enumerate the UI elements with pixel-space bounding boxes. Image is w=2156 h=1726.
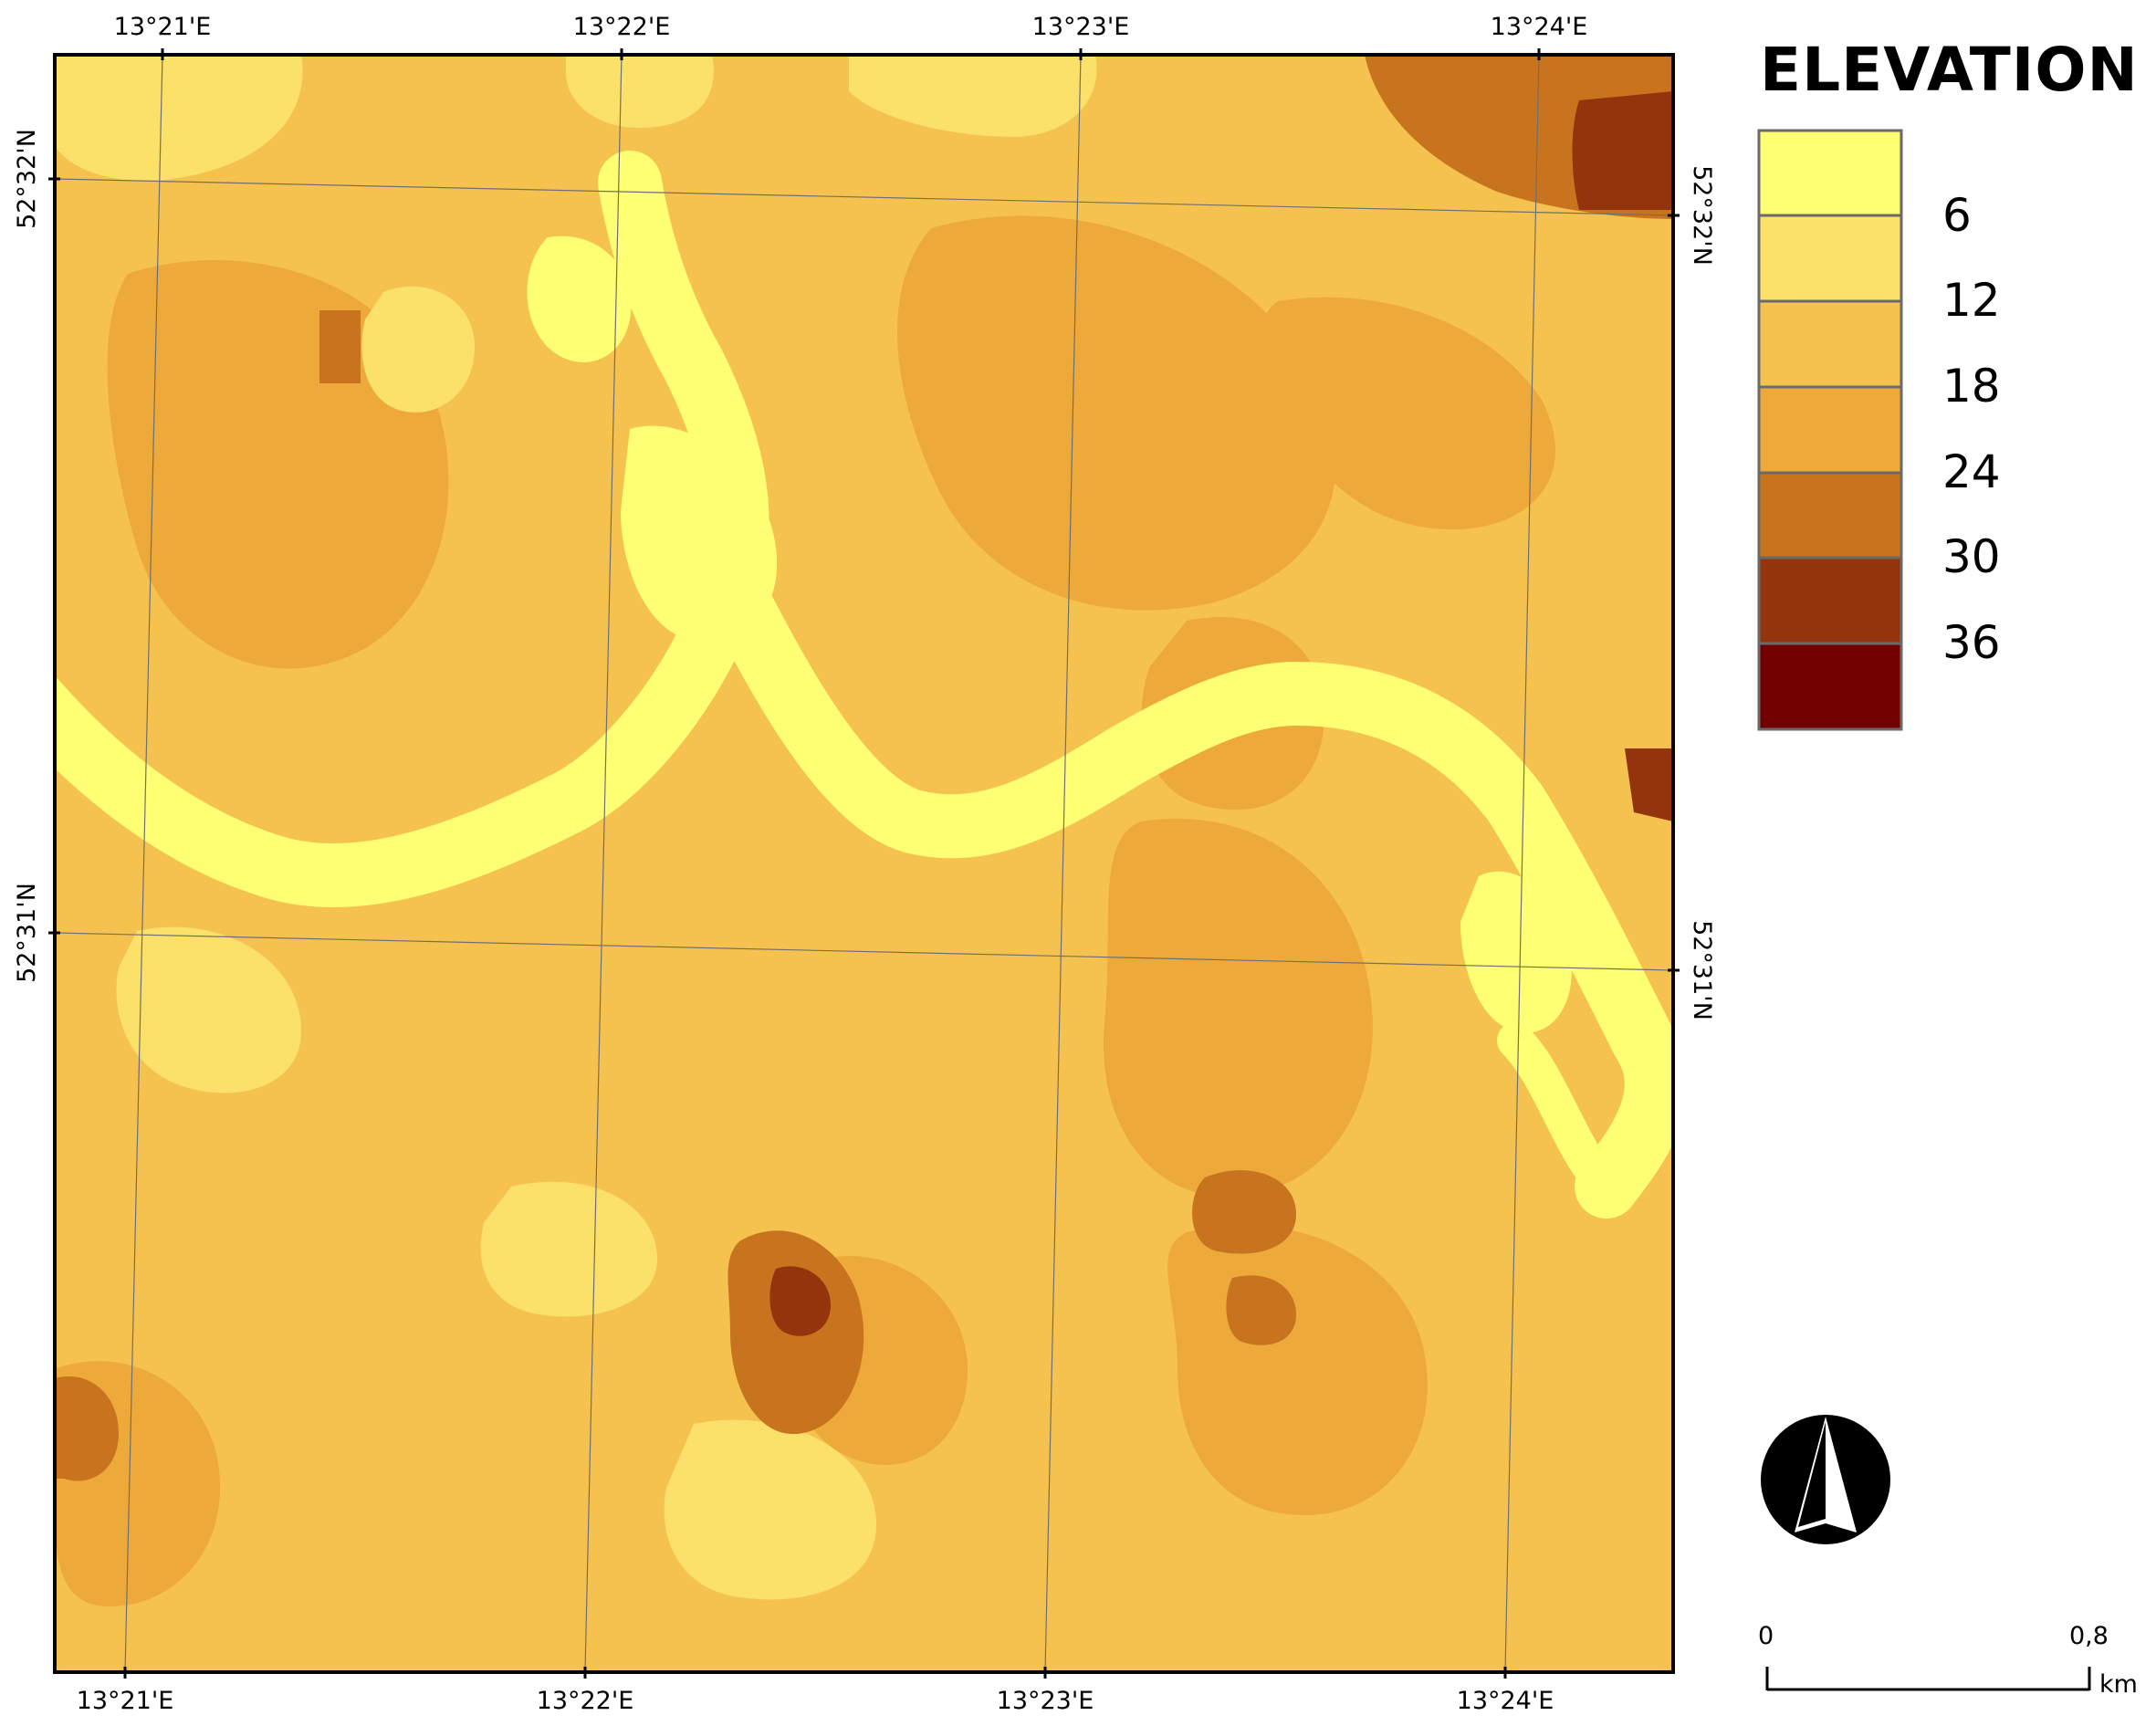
top-lon-label: 13°21'E bbox=[114, 13, 212, 41]
legend-swatch bbox=[1757, 299, 1903, 389]
legend-swatches bbox=[1757, 129, 1903, 731]
legend-label: 12 bbox=[1942, 274, 2001, 327]
map-frame bbox=[53, 53, 1675, 1674]
coordinate-labels: 13°21'E 13°22'E 13°23'E 13°24'E 13°21'E … bbox=[13, 13, 1716, 1715]
bottom-lon-label: 13°21'E bbox=[77, 1687, 174, 1715]
left-lat-label: 52°32'N bbox=[13, 129, 41, 229]
legend-swatch bbox=[1757, 471, 1903, 560]
legend-swatch bbox=[1757, 385, 1903, 475]
legend-swatch bbox=[1757, 556, 1903, 645]
graticule-lines bbox=[55, 55, 1673, 1672]
legend-swatch bbox=[1757, 642, 1903, 731]
scale-unit-label: km bbox=[2099, 1670, 2138, 1699]
top-lon-label: 13°24'E bbox=[1491, 13, 1588, 41]
left-lat-label: 52°31'N bbox=[13, 883, 41, 983]
elevation-raster bbox=[55, 55, 1673, 1672]
tick-marks bbox=[48, 48, 1680, 1679]
bottom-lon-label: 13°22'E bbox=[537, 1687, 634, 1715]
top-lon-label: 13°23'E bbox=[1032, 13, 1130, 41]
right-lat-label: 52°32'N bbox=[1688, 165, 1716, 266]
legend-label: 6 bbox=[1942, 189, 1972, 242]
legend-title: ELEVATION bbox=[1760, 35, 2139, 105]
legend-label: 18 bbox=[1942, 360, 2001, 413]
legend-label: 30 bbox=[1942, 530, 2001, 583]
legend-swatch bbox=[1757, 214, 1903, 303]
legend-label: 24 bbox=[1942, 445, 2001, 498]
scale-start-label: 0 bbox=[1758, 1622, 1774, 1650]
bottom-lon-label: 13°23'E bbox=[997, 1687, 1094, 1715]
legend-swatch bbox=[1757, 129, 1903, 217]
legend-label: 36 bbox=[1942, 616, 2001, 669]
scale-bar bbox=[1765, 1667, 2091, 1691]
scale-end-label: 0,8 bbox=[2069, 1622, 2109, 1650]
north-arrow-icon bbox=[1761, 1415, 1890, 1544]
top-lon-label: 13°22'E bbox=[573, 13, 671, 41]
bottom-lon-label: 13°24'E bbox=[1457, 1687, 1554, 1715]
right-lat-label: 52°31'N bbox=[1688, 920, 1716, 1020]
